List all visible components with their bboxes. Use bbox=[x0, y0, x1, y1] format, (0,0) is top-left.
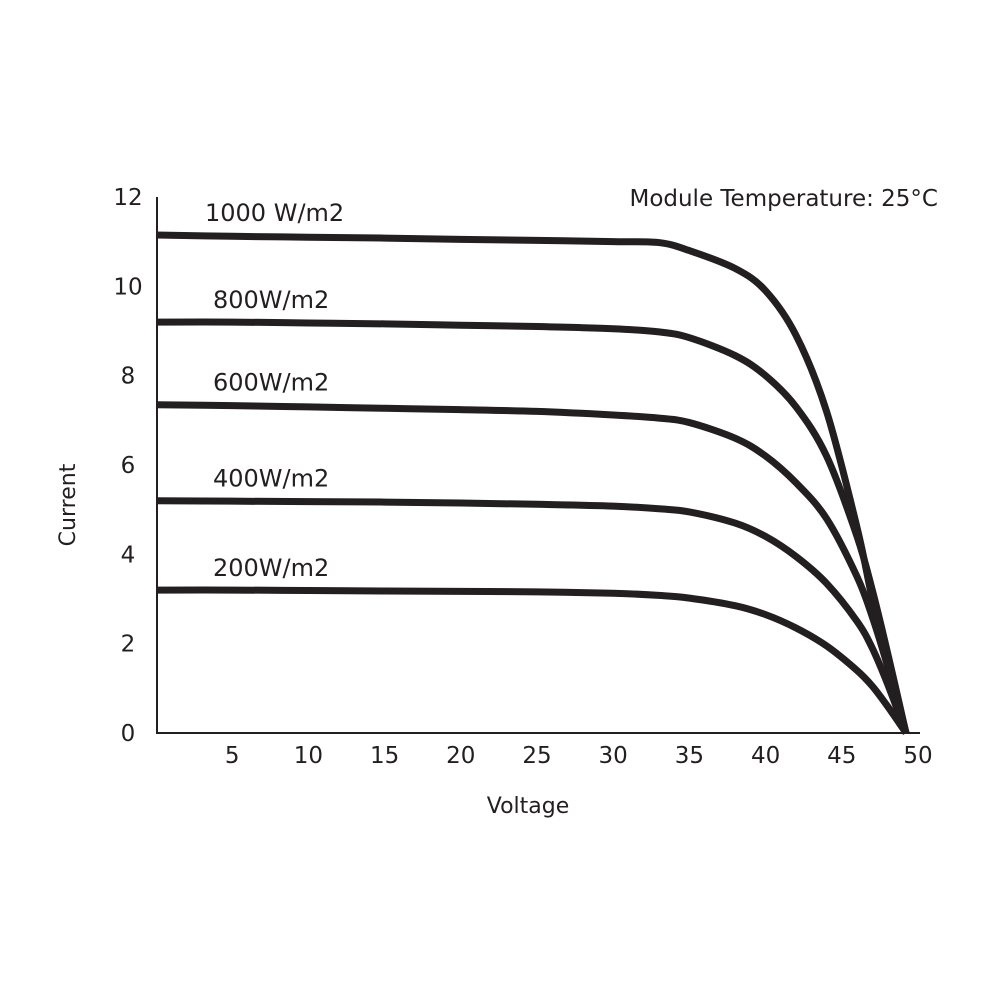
y-tick-label: 10 bbox=[113, 274, 142, 300]
series-label: 600W/m2 bbox=[213, 369, 329, 397]
x-tick-label: 15 bbox=[370, 743, 399, 769]
x-tick-label: 45 bbox=[827, 743, 856, 769]
series-labels: 1000 W/m2 800W/m2 600W/m2 400W/m2 200W/m2 bbox=[205, 199, 344, 582]
x-tick-label: 10 bbox=[294, 743, 323, 769]
y-tick-labels: 0 2 4 6 8 10 12 bbox=[113, 185, 142, 747]
curves-group bbox=[155, 231, 910, 735]
x-tick-label: 5 bbox=[225, 743, 240, 769]
x-axis-title: Voltage bbox=[487, 794, 570, 819]
x-tick-label: 40 bbox=[751, 743, 780, 769]
iv-curve-line bbox=[155, 401, 910, 734]
y-axis-title: Current bbox=[56, 463, 81, 546]
iv-curve-line bbox=[155, 497, 910, 735]
series-label: 400W/m2 bbox=[213, 465, 329, 493]
y-tick-label: 0 bbox=[121, 721, 136, 747]
x-tick-labels: 5 10 15 20 25 30 35 40 45 50 bbox=[225, 743, 933, 769]
module-temperature-annotation: Module Temperature: 25°C bbox=[629, 186, 938, 212]
x-tick-label: 20 bbox=[446, 743, 475, 769]
series-label: 1000 W/m2 bbox=[205, 199, 344, 227]
iv-curve-line bbox=[155, 318, 910, 734]
y-tick-label: 4 bbox=[121, 542, 136, 568]
y-tick-label: 12 bbox=[113, 185, 142, 211]
y-tick-label: 2 bbox=[121, 632, 136, 658]
y-tick-label: 8 bbox=[121, 364, 136, 390]
iv-curve-line bbox=[155, 586, 909, 735]
y-tick-label: 6 bbox=[121, 453, 136, 479]
x-tick-label: 25 bbox=[522, 743, 551, 769]
series-label: 800W/m2 bbox=[213, 286, 329, 314]
x-tick-label: 30 bbox=[599, 743, 628, 769]
x-tick-label: 35 bbox=[675, 743, 704, 769]
x-tick-label: 50 bbox=[903, 743, 932, 769]
series-label: 200W/m2 bbox=[213, 554, 329, 582]
